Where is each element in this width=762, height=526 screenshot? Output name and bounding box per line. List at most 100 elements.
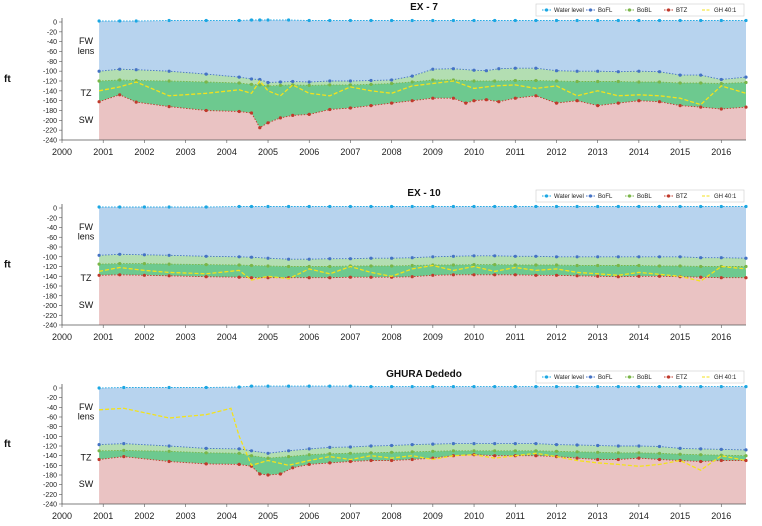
- data-point: [307, 264, 311, 269]
- data-point: [118, 93, 122, 97]
- data-point: [534, 263, 538, 267]
- data-point: [657, 457, 662, 462]
- y-tick-label: -80: [47, 424, 57, 431]
- chart-panel-1: EX - 7 0 -20 -40 -60 -80 -100 -120 -140 -160 -180 -…: [4, 2, 748, 157]
- y-tick-label: -160: [43, 463, 57, 470]
- data-point: [237, 255, 241, 259]
- legend-entry: ETZ: [676, 375, 688, 381]
- data-point: [122, 385, 126, 390]
- data-point: [287, 204, 291, 209]
- chart-title: GHURA Dededo: [386, 369, 462, 380]
- data-point: [307, 462, 311, 466]
- data-point: [167, 253, 171, 257]
- x-tick-label: 2004: [217, 332, 237, 342]
- series-line-gh-40-1: [99, 407, 747, 471]
- data-point: [122, 442, 126, 446]
- data-point: [328, 204, 332, 209]
- data-point: [369, 82, 373, 86]
- data-point: [237, 81, 241, 85]
- data-point: [534, 454, 538, 458]
- data-point: [678, 81, 682, 85]
- data-point: [657, 255, 662, 259]
- data-point: [369, 451, 373, 455]
- data-point: [348, 18, 352, 23]
- freshwater-lens-zone: [99, 386, 747, 454]
- data-point: [534, 254, 538, 258]
- data-point: [497, 100, 501, 104]
- data-point: [513, 204, 517, 209]
- data-point: [307, 276, 311, 280]
- data-point: [237, 451, 241, 455]
- data-point: [348, 257, 352, 261]
- data-point: [410, 275, 414, 279]
- data-point: [616, 275, 620, 279]
- data-point: [167, 459, 171, 464]
- data-point: [657, 80, 662, 84]
- legend-marker: [588, 8, 593, 12]
- data-point: [118, 205, 122, 209]
- data-point: [348, 384, 352, 388]
- zone-label: FW: [79, 402, 93, 412]
- x-tick-label: 2006: [299, 511, 319, 521]
- data-point: [637, 69, 641, 73]
- x-tick-label: 2016: [711, 147, 731, 157]
- data-point: [534, 78, 538, 83]
- data-point: [575, 450, 579, 454]
- zone-label: SW: [79, 115, 94, 125]
- data-point: [266, 264, 270, 268]
- data-point: [204, 205, 208, 209]
- x-tick-label: 2007: [340, 147, 360, 157]
- data-point: [390, 256, 394, 260]
- data-point: [637, 263, 641, 268]
- data-point: [266, 84, 270, 88]
- data-point: [390, 264, 394, 268]
- data-point: [493, 449, 497, 453]
- data-point: [266, 121, 270, 125]
- data-point: [575, 255, 579, 259]
- data-point: [328, 79, 332, 83]
- y-tick-label: -120: [43, 79, 57, 86]
- data-point: [167, 385, 171, 390]
- data-point: [744, 204, 748, 209]
- y-tick-label: -100: [43, 254, 57, 261]
- data-point: [328, 452, 332, 456]
- data-point: [451, 18, 455, 23]
- data-point: [249, 111, 254, 115]
- data-point: [142, 205, 146, 209]
- data-point: [237, 18, 241, 23]
- x-tick-label: 2011: [506, 511, 525, 521]
- data-point: [97, 386, 101, 390]
- data-point: [534, 273, 538, 277]
- data-point: [249, 384, 254, 388]
- x-tick-label: 2005: [258, 147, 278, 157]
- data-point: [258, 472, 262, 476]
- data-point: [167, 274, 171, 278]
- data-point: [167, 444, 171, 448]
- data-point: [410, 74, 414, 78]
- data-point: [719, 447, 723, 451]
- data-point: [307, 80, 311, 84]
- data-point: [596, 263, 600, 268]
- data-point: [678, 104, 682, 108]
- data-point: [657, 100, 662, 104]
- legend-box: [535, 189, 745, 203]
- data-point: [291, 466, 295, 470]
- x-tick-label: 2012: [546, 332, 566, 342]
- data-point: [699, 204, 703, 209]
- data-point: [390, 81, 394, 86]
- data-point: [657, 385, 662, 389]
- x-tick-label: 2006: [299, 147, 319, 157]
- chart-title: EX - 7: [410, 2, 438, 13]
- series-line-water-level: [99, 385, 746, 389]
- data-point: [431, 255, 435, 259]
- data-point: [719, 458, 723, 463]
- data-point: [554, 273, 559, 277]
- data-point: [493, 442, 497, 446]
- data-point: [266, 456, 270, 460]
- zone-label: SW: [79, 300, 94, 310]
- zone-label: TZ: [81, 88, 92, 98]
- data-point: [291, 79, 295, 84]
- data-point: [637, 255, 641, 259]
- data-point: [575, 456, 579, 460]
- data-point: [534, 442, 538, 446]
